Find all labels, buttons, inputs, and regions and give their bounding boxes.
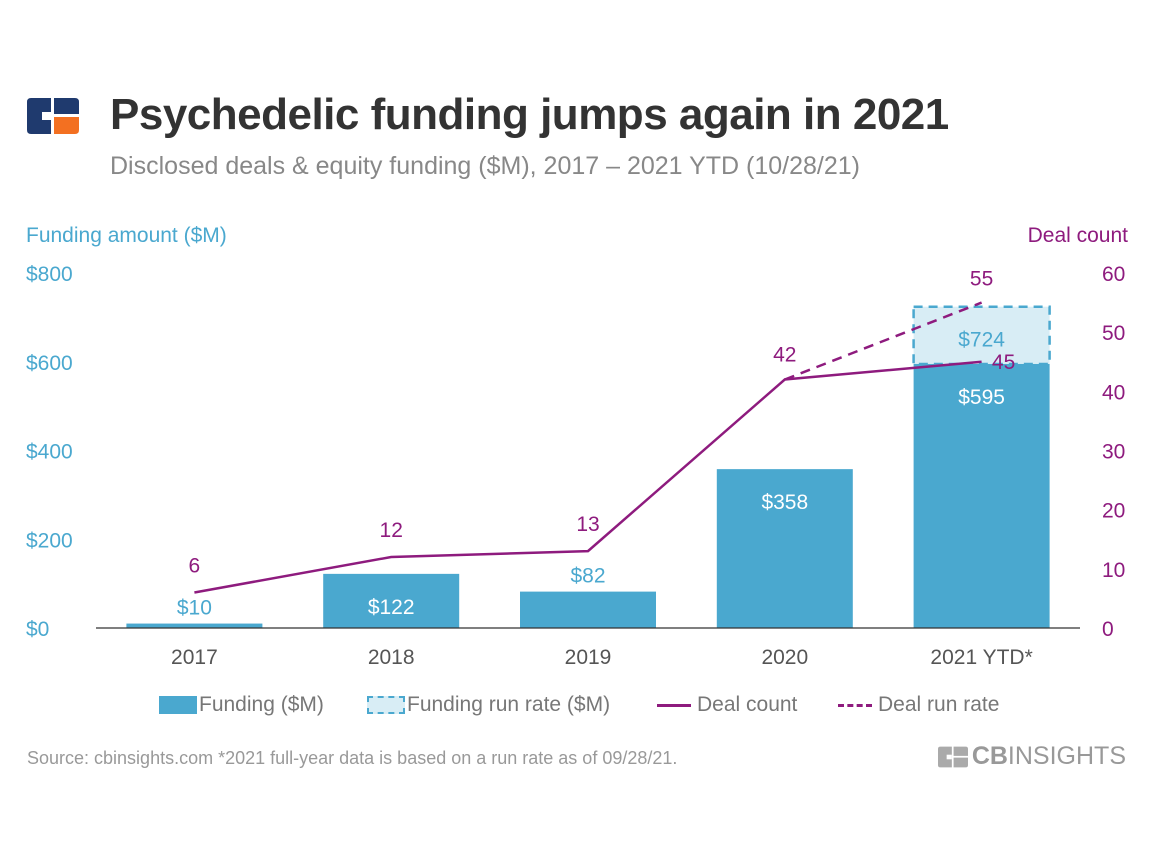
- legend-deal-runrate-swatch: [838, 703, 872, 707]
- left-axis-tick-label: $200: [26, 529, 73, 552]
- right-axis-tick-label: 30: [1102, 441, 1125, 464]
- legend-funding-runrate-swatch: [367, 696, 405, 714]
- chart-subtitle: Disclosed deals & equity funding ($M), 2…: [110, 152, 860, 180]
- chart-title: Psychedelic funding jumps again in 2021: [110, 90, 949, 139]
- funding-bar: [913, 363, 1050, 628]
- logo-navy-shape: [27, 98, 51, 134]
- right-axis-tick-label: 20: [1102, 500, 1125, 523]
- legend-deal-count-swatch: [657, 703, 691, 707]
- legend-funding-swatch: [159, 696, 197, 714]
- funding-bar-label: $595: [958, 386, 1005, 409]
- left-axis-tick-label: $800: [26, 263, 73, 286]
- left-axis-tick-label: $600: [26, 352, 73, 375]
- deal-count-label: 42: [773, 344, 796, 367]
- logo-orange-bottom-right: [54, 117, 79, 134]
- brand-rest: INSIGHTS: [1007, 742, 1126, 770]
- deal-count-label: 13: [576, 513, 599, 536]
- funding-bar: [323, 573, 460, 628]
- deal-runrate-label: 55: [970, 268, 993, 291]
- x-axis-tick-label: 2021 YTD*: [930, 646, 1032, 669]
- brand-logo-icon: [937, 746, 968, 767]
- cbinsights-brand: CB INSIGHTS: [937, 742, 1126, 771]
- logo-navy-top-right: [54, 98, 79, 114]
- deal-count-label: 45: [992, 351, 1015, 374]
- logo-notch: [42, 112, 51, 120]
- right-axis-tick-label: 40: [1102, 381, 1125, 404]
- funding-bar-label: $10: [177, 597, 212, 620]
- right-axis-tick-label: 50: [1102, 322, 1125, 345]
- legend-deal-runrate-label: Deal run rate: [878, 693, 1000, 716]
- legend-deal-count-label: Deal count: [697, 693, 798, 716]
- funding-runrate-label: $724: [958, 329, 1005, 352]
- right-axis-tick-label: 0: [1102, 618, 1114, 641]
- x-axis-tick-label: 2019: [565, 646, 612, 669]
- legend-deal-count: Deal count: [657, 688, 797, 722]
- legend: Funding ($M) Funding run rate ($M) Deal …: [0, 688, 1152, 722]
- legend-funding: Funding ($M): [159, 688, 324, 722]
- legend-funding-label: Funding ($M): [199, 693, 324, 716]
- funding-bar: [126, 623, 263, 628]
- x-axis-tick-label: 2017: [171, 646, 218, 669]
- brand-bold: CB: [971, 742, 1008, 770]
- deal-count-label: 6: [189, 555, 201, 578]
- funding-bar: [520, 591, 656, 628]
- right-axis-tick-label: 10: [1102, 559, 1125, 582]
- right-axis-tick-label: 60: [1102, 263, 1125, 286]
- left-axis-title: Funding amount ($M): [26, 224, 227, 247]
- legend-deal-runrate: Deal run rate: [838, 688, 999, 722]
- source-note: Source: cbinsights.com *2021 full-year d…: [27, 748, 678, 768]
- deal-count-line: [194, 360, 982, 594]
- deal-count-label: 12: [380, 519, 403, 542]
- left-axis-tick-label: $400: [26, 441, 73, 464]
- x-axis-tick-label: 2020: [761, 646, 808, 669]
- left-axis-tick-label: $0: [26, 618, 49, 641]
- funding-bar-label: $358: [761, 491, 808, 514]
- funding-bar-label: $82: [570, 565, 605, 588]
- cb-logo-icon: [27, 98, 79, 134]
- funding-bar: [716, 469, 853, 628]
- legend-funding-runrate: Funding run rate ($M): [367, 688, 610, 722]
- funding-bar-label: $122: [368, 596, 415, 619]
- legend-funding-runrate-label: Funding run rate ($M): [407, 693, 611, 716]
- x-axis-tick-label: 2018: [368, 646, 415, 669]
- deal-runrate-line: [784, 301, 983, 381]
- right-axis-title: Deal count: [1027, 224, 1128, 247]
